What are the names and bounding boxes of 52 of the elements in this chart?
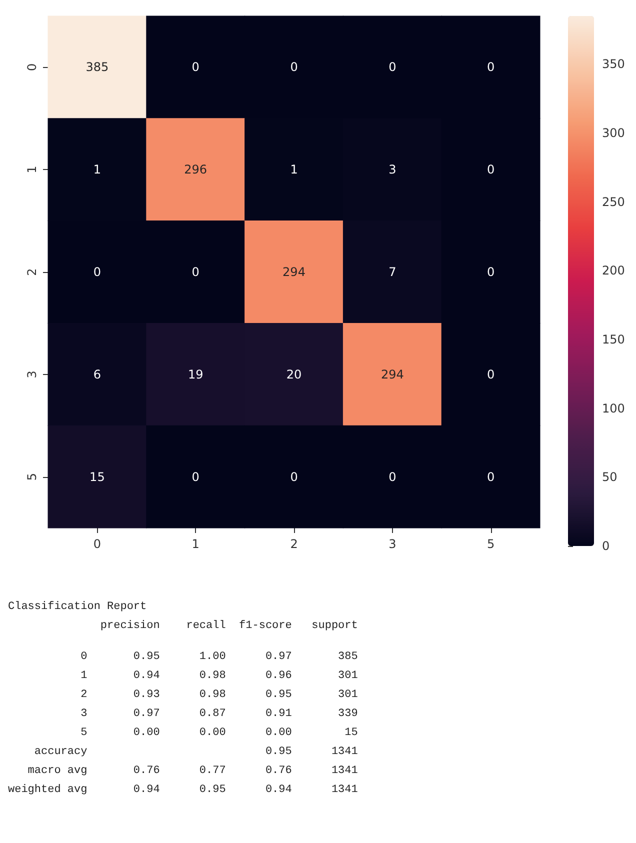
data-label: 6 bbox=[93, 367, 102, 382]
data-label: 0 bbox=[192, 470, 200, 484]
data-label: 0 bbox=[388, 60, 396, 74]
text: accuracy 0.95 1341 bbox=[33, 745, 359, 760]
data-label: 19 bbox=[188, 367, 204, 382]
data-label: 1 bbox=[290, 162, 298, 177]
data-label: 294 bbox=[380, 367, 404, 382]
text: 0 0.95 1.00 0.97 385 bbox=[80, 650, 359, 665]
data-label: 0 bbox=[486, 162, 495, 177]
data-label: 3 bbox=[388, 162, 396, 177]
data-label: 0 bbox=[93, 265, 102, 279]
text: Classification Report bbox=[8, 600, 148, 615]
color-bar-label: 350 bbox=[602, 57, 625, 72]
data-label: 0 bbox=[290, 470, 298, 484]
color-bar-label: 100 bbox=[602, 401, 625, 416]
data-label: 296 bbox=[184, 162, 208, 177]
data-label: 15 bbox=[90, 470, 105, 484]
x-tick-label: 2 bbox=[290, 537, 298, 551]
y-tick-label: 1 bbox=[25, 166, 39, 174]
color-bar-label: 50 bbox=[602, 470, 618, 484]
data-label: 0 bbox=[192, 60, 200, 74]
color-bar-label: 300 bbox=[602, 126, 625, 140]
color-bar-label: 150 bbox=[602, 332, 625, 347]
data-label: 0 bbox=[486, 470, 495, 484]
x-tick-label: 3 bbox=[388, 537, 396, 551]
text: precision recall f1-score support bbox=[99, 619, 359, 634]
x-tick-label: 0 bbox=[93, 537, 102, 551]
color-bar-label: 250 bbox=[602, 194, 625, 209]
text: 5 0.00 0.00 0.00 15 bbox=[80, 726, 359, 741]
text: 3 0.97 0.87 0.91 339 bbox=[80, 707, 359, 722]
data-label: 7 bbox=[388, 265, 396, 279]
data-label: 20 bbox=[286, 367, 302, 382]
y-tick-label: 2 bbox=[25, 268, 39, 276]
text: 2 0.93 0.98 0.95 301 bbox=[80, 688, 359, 703]
x-tick-label: 5 bbox=[486, 537, 495, 551]
text: 1 0.94 0.98 0.96 301 bbox=[80, 669, 359, 684]
data-label: 1 bbox=[93, 162, 102, 177]
y-tick-label: 3 bbox=[25, 370, 39, 378]
data-label: 294 bbox=[282, 265, 306, 279]
data-label: 0 bbox=[486, 367, 495, 382]
data-label: 0 bbox=[290, 60, 298, 74]
x-tick-label: 1 bbox=[192, 537, 200, 551]
color-bar-label: 200 bbox=[602, 264, 625, 278]
text: macro avg 0.76 0.77 0.76 1341 bbox=[26, 764, 359, 779]
data-label: 385 bbox=[86, 60, 109, 74]
data-label: 0 bbox=[388, 470, 396, 484]
y-tick-label: 0 bbox=[25, 63, 39, 72]
text: weighted avg 0.94 0.95 0.94 1341 bbox=[8, 783, 359, 798]
data-label: 0 bbox=[192, 265, 200, 279]
data-label: 0 bbox=[486, 60, 495, 74]
y-tick-label: 5 bbox=[25, 472, 39, 481]
data-label: 0 bbox=[486, 265, 495, 279]
